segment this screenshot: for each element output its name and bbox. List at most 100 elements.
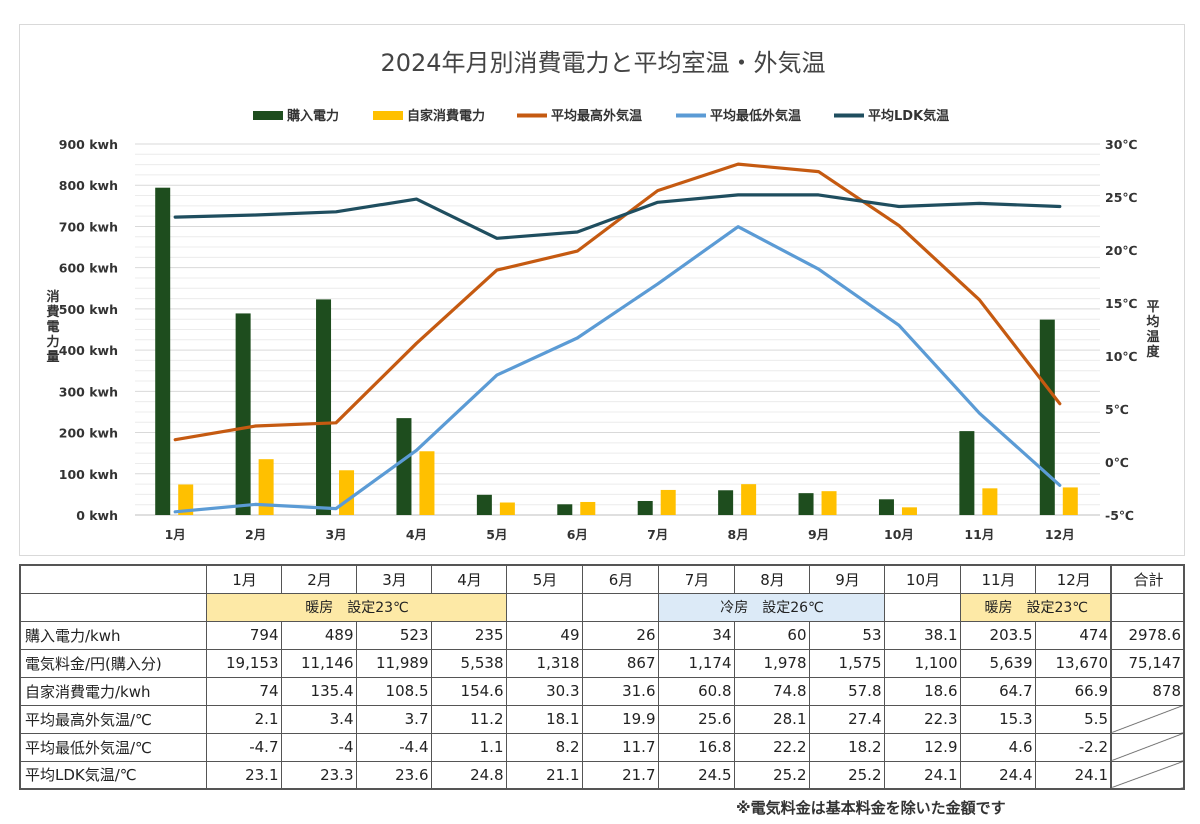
bar-purchased — [396, 418, 412, 515]
table-band-row: 暖房 設定23℃ 冷房 設定26℃ 暖房 設定23℃ — [19, 592, 1185, 622]
table-cell: 57.8 — [808, 676, 885, 706]
table-cell: 74 — [205, 676, 282, 706]
heating-band: 暖房 設定23℃ — [205, 592, 507, 622]
table-cell: 16.8 — [657, 732, 735, 762]
table-cell: 53 — [808, 620, 885, 650]
line-ldk-temp — [173, 193, 1062, 240]
table-row: 電気料金/円(購入分) 19,153 11,146 11,989 5,538 1,318 8… — [19, 648, 1185, 678]
x-tick-label: 2月 — [245, 527, 266, 542]
bar-self-consumed — [580, 501, 596, 515]
month-header: 8月 — [733, 564, 810, 594]
table-cell: 11.2 — [430, 704, 507, 734]
total-cell-empty — [1110, 760, 1185, 790]
row-label: 平均最低外気温/℃ — [19, 732, 207, 762]
band-total-empty — [1110, 592, 1185, 622]
y2-tick-label: 5℃ — [1105, 402, 1129, 417]
bar-self-consumed — [419, 451, 435, 515]
table-cell: 203.5 — [959, 620, 1036, 650]
table-cell: 19,153 — [205, 648, 282, 678]
table-cell: 108.5 — [355, 676, 432, 706]
total-cell: 75,147 — [1110, 648, 1185, 678]
bar-self-consumed — [178, 484, 194, 515]
bar-self-consumed — [660, 489, 676, 515]
table-cell: 12.9 — [883, 732, 961, 762]
y2-tick-label: 25℃ — [1105, 190, 1138, 205]
table-cell: 60 — [733, 620, 810, 650]
table-cell: 27.4 — [808, 704, 885, 734]
table-cell: 18.2 — [808, 732, 885, 762]
x-tick-label: 5月 — [486, 527, 507, 542]
bar-self-consumed — [258, 459, 274, 515]
table-cell: 74.8 — [733, 676, 810, 706]
bar-self-consumed — [499, 502, 515, 515]
footnote: ※電気料金は基本料金を除いた金額です — [736, 799, 1006, 817]
bar-purchased — [798, 493, 814, 515]
month-header: 12月 — [1034, 564, 1112, 594]
table-cell: 23.1 — [205, 760, 282, 790]
bar-self-consumed — [821, 491, 837, 515]
bar-purchased — [235, 313, 251, 515]
table-cell: 794 — [205, 620, 282, 650]
bar-purchased — [476, 494, 492, 515]
table-cell: 21.1 — [505, 760, 583, 790]
bar-purchased — [878, 499, 894, 515]
table-cell: 23.6 — [355, 760, 432, 790]
table-cell: 1,100 — [883, 648, 961, 678]
table-cell: 19.9 — [581, 704, 659, 734]
legend-label-3: 平均最低外気温 — [710, 108, 801, 124]
table-row: 自家消費電力/kwh 74 135.4 108.5 154.6 30.3 31.6 60.8 7… — [19, 676, 1185, 706]
x-tick-label: 4月 — [406, 527, 427, 542]
bar-purchased — [155, 187, 171, 515]
y-tick-label: 200 kwh — [59, 426, 118, 441]
bar-purchased — [718, 490, 734, 515]
month-header: 11月 — [959, 564, 1036, 594]
y2-tick-label: 0℃ — [1105, 455, 1129, 470]
table-cell: 22.2 — [733, 732, 810, 762]
bar-self-consumed — [901, 507, 917, 515]
table-cell: 11,989 — [355, 648, 432, 678]
x-tick-label: 7月 — [647, 527, 668, 542]
month-header: 9月 — [808, 564, 885, 594]
cooling-band: 冷房 設定26℃ — [657, 592, 885, 622]
y2-axis-title: 平均温度 — [1146, 300, 1160, 360]
y2-tick-label: 20℃ — [1105, 243, 1138, 258]
bar-purchased — [637, 500, 653, 515]
table-cell: 66.9 — [1034, 676, 1112, 706]
y2-tick-label: 10℃ — [1105, 349, 1138, 364]
data-table: 1月 2月 3月 4月 5月 6月 7月 8月 9月 10月 11月 12月 合計 暖房 設定23℃ 冷房 … — [19, 564, 1185, 790]
row-label: 自家消費電力/kwh — [19, 676, 207, 706]
table-cell: 474 — [1034, 620, 1112, 650]
table-cell: -4 — [280, 732, 357, 762]
bar-self-consumed — [982, 488, 998, 515]
legend-swatch-1 — [373, 111, 403, 120]
table-cell: 5.5 — [1034, 704, 1112, 734]
table-cell: 31.6 — [581, 676, 659, 706]
bar-purchased — [959, 431, 975, 515]
y-tick-label: 600 kwh — [59, 261, 118, 276]
y-tick-label: 500 kwh — [59, 302, 118, 317]
bar-self-consumed — [741, 484, 757, 515]
y-axis-title: 消費電力量 — [46, 289, 59, 365]
bar-purchased — [557, 504, 573, 515]
legend-label-4: 平均LDK気温 — [868, 108, 949, 124]
table-cell: 34 — [657, 620, 735, 650]
band-empty — [581, 592, 659, 622]
bar-self-consumed — [339, 470, 355, 515]
chart-frame: 2024年月別消費電力と平均室温・外気温 購入電力 自家消費電力 平均最高外気温 平均最… — [19, 24, 1185, 556]
table-cell: 1,978 — [733, 648, 810, 678]
table-row: 平均LDK気温/℃ 23.1 23.3 23.6 24.8 21.1 21.7 24.5 25.… — [19, 760, 1185, 790]
corner-cell — [19, 564, 207, 594]
month-header: 10月 — [883, 564, 961, 594]
x-tick-label: 8月 — [728, 527, 749, 542]
legend-label-1: 自家消費電力 — [407, 108, 485, 124]
table-cell: 30.3 — [505, 676, 583, 706]
month-header: 6月 — [581, 564, 659, 594]
y-tick-label: 0 kwh — [76, 508, 118, 523]
y-tick-label: 800 kwh — [59, 178, 118, 193]
table-cell: 523 — [355, 620, 432, 650]
month-header: 7月 — [657, 564, 735, 594]
row-label: 平均最高外気温/℃ — [19, 704, 207, 734]
table-cell: 38.1 — [883, 620, 961, 650]
y2-tick-label: 30℃ — [1105, 137, 1138, 152]
